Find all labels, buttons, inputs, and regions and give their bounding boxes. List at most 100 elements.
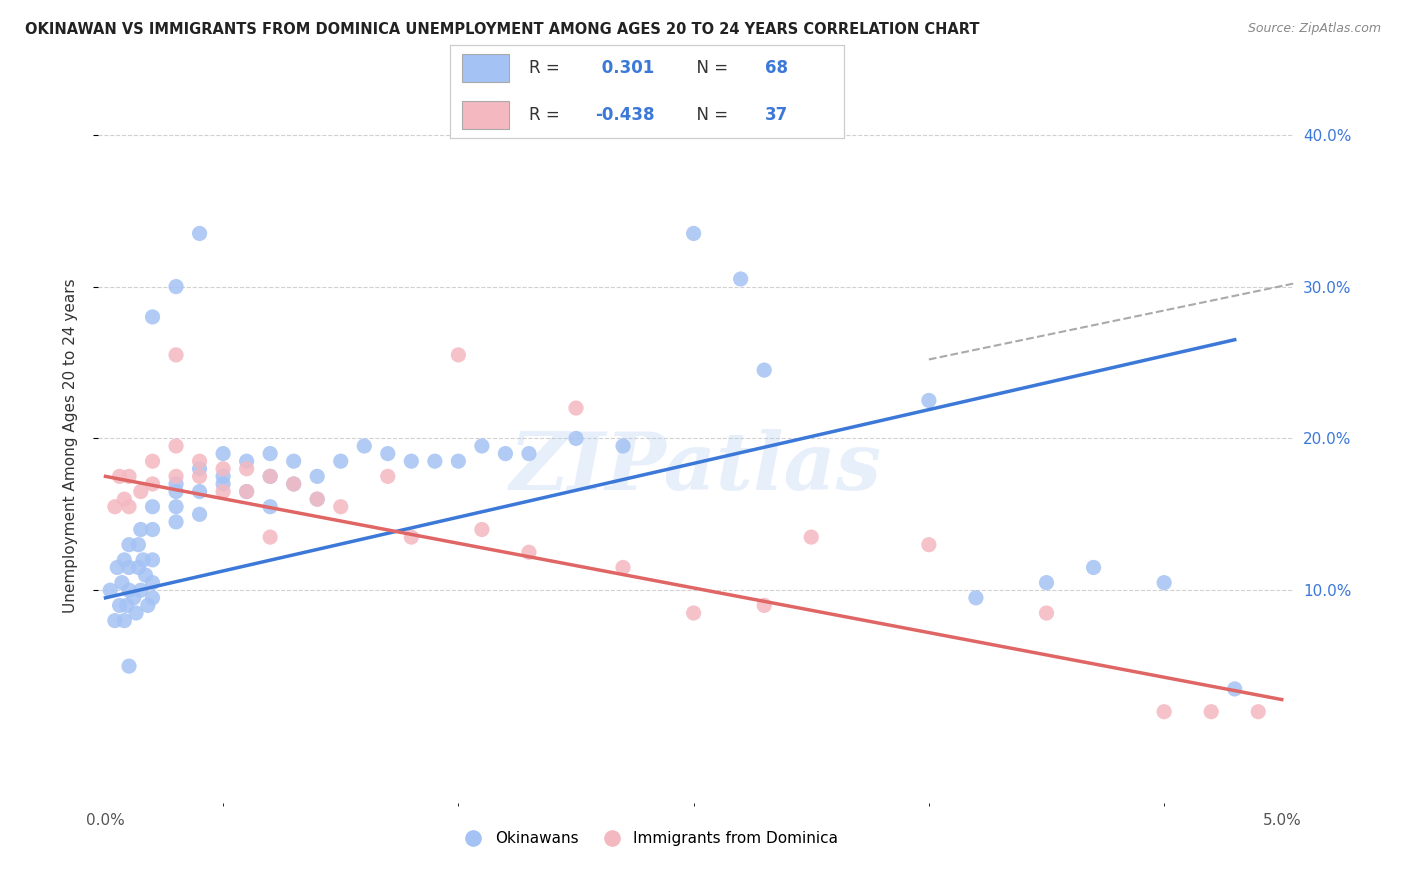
Text: 37: 37 <box>765 106 789 124</box>
Point <box>141 454 163 468</box>
Point <box>165 348 187 362</box>
Point <box>918 393 941 408</box>
Point <box>235 484 257 499</box>
Point <box>165 477 187 491</box>
Point <box>1035 575 1057 590</box>
Point <box>118 659 141 673</box>
Point <box>108 599 131 613</box>
Point <box>754 363 776 377</box>
Point <box>108 469 131 483</box>
Point <box>188 508 211 522</box>
Point <box>1247 705 1270 719</box>
FancyBboxPatch shape <box>461 101 509 129</box>
Point <box>125 606 148 620</box>
Point <box>165 279 187 293</box>
Point <box>259 469 281 483</box>
Point <box>235 462 257 476</box>
Legend: Okinawans, Immigrants from Dominica: Okinawans, Immigrants from Dominica <box>451 825 845 852</box>
Point <box>115 599 138 613</box>
Text: R =: R = <box>529 106 565 124</box>
Point <box>104 614 127 628</box>
Point <box>447 454 470 468</box>
Point <box>112 553 135 567</box>
Point <box>612 560 634 574</box>
Point <box>565 431 588 445</box>
Point <box>401 530 423 544</box>
Point <box>259 500 281 514</box>
Point <box>112 614 135 628</box>
Point <box>112 492 135 507</box>
Point <box>283 477 305 491</box>
Point <box>1153 705 1175 719</box>
Point <box>129 484 152 499</box>
Point <box>329 454 352 468</box>
Point <box>447 348 470 362</box>
Point <box>1035 606 1057 620</box>
Point <box>754 599 776 613</box>
FancyBboxPatch shape <box>461 54 509 82</box>
Point <box>377 447 399 461</box>
Point <box>111 575 134 590</box>
Text: 68: 68 <box>765 59 787 77</box>
Point <box>329 500 352 514</box>
Point <box>377 469 399 483</box>
Point <box>353 439 375 453</box>
Point <box>132 553 155 567</box>
Point <box>730 272 752 286</box>
Point <box>212 469 235 483</box>
Point <box>104 500 127 514</box>
Point <box>965 591 987 605</box>
Point <box>1199 705 1222 719</box>
Point <box>127 560 149 574</box>
Point <box>517 447 540 461</box>
Point <box>471 523 494 537</box>
Point <box>141 553 163 567</box>
Point <box>188 484 211 499</box>
Point <box>141 310 163 324</box>
Point <box>494 447 516 461</box>
Point <box>212 477 235 491</box>
Point <box>105 560 128 574</box>
Point <box>188 227 211 241</box>
Point <box>127 538 149 552</box>
Point <box>800 530 823 544</box>
Point <box>122 591 145 605</box>
Text: OKINAWAN VS IMMIGRANTS FROM DOMINICA UNEMPLOYMENT AMONG AGES 20 TO 24 YEARS CORR: OKINAWAN VS IMMIGRANTS FROM DOMINICA UNE… <box>25 22 980 37</box>
Point <box>235 484 257 499</box>
Y-axis label: Unemployment Among Ages 20 to 24 years: Unemployment Among Ages 20 to 24 years <box>63 278 77 614</box>
Point <box>188 462 211 476</box>
Point <box>165 469 187 483</box>
Point <box>141 575 163 590</box>
Point <box>141 591 163 605</box>
Point <box>259 469 281 483</box>
Point <box>517 545 540 559</box>
Point <box>212 484 235 499</box>
Point <box>307 492 329 507</box>
Point <box>165 439 187 453</box>
Point <box>118 469 141 483</box>
Point <box>134 568 156 582</box>
Point <box>401 454 423 468</box>
Point <box>129 583 152 598</box>
Point <box>165 515 187 529</box>
Point <box>307 492 329 507</box>
Point <box>682 606 704 620</box>
Point <box>259 530 281 544</box>
Point <box>188 454 211 468</box>
Point <box>165 484 187 499</box>
Point <box>118 560 141 574</box>
Point <box>118 538 141 552</box>
Text: -0.438: -0.438 <box>596 106 655 124</box>
Text: ZIPatlas: ZIPatlas <box>510 429 882 506</box>
Point <box>118 583 141 598</box>
Text: R =: R = <box>529 59 565 77</box>
Point <box>118 500 141 514</box>
Point <box>1223 681 1246 696</box>
Point <box>98 583 121 598</box>
Point <box>165 500 187 514</box>
Point <box>141 500 163 514</box>
Point <box>612 439 634 453</box>
Point <box>188 469 211 483</box>
Point <box>141 523 163 537</box>
Point <box>918 538 941 552</box>
